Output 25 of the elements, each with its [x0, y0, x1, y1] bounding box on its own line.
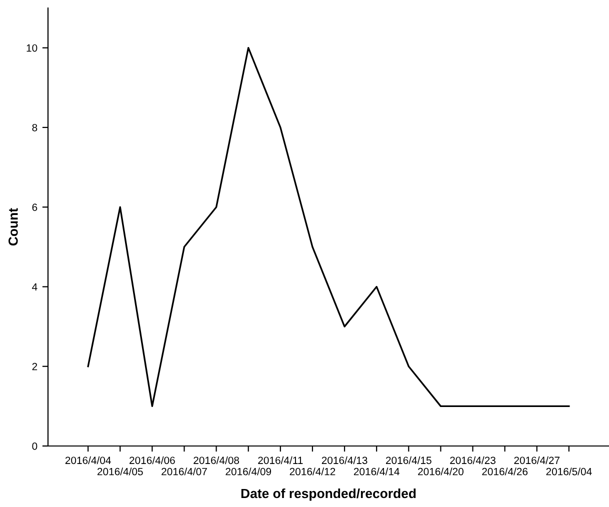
x-tick-label: 2016/4/15 — [386, 456, 432, 464]
y-tick-label: 4 — [32, 283, 38, 290]
x-tick-label: 2016/4/12 — [290, 468, 336, 476]
x-tick-label: 2016/4/26 — [482, 468, 528, 476]
line-series — [87, 46, 570, 408]
y-tick-label: 6 — [32, 204, 38, 211]
x-tick-label: 2016/4/05 — [97, 468, 143, 476]
x-tick-label: 2016/4/04 — [65, 456, 111, 464]
y-axis-title: Count — [8, 208, 18, 246]
x-tick-label: 2016/4/13 — [322, 456, 368, 464]
x-tick-label: 2016/4/23 — [450, 456, 496, 464]
x-tick-label: 2016/4/08 — [194, 456, 240, 464]
y-tick-label: 10 — [26, 44, 38, 52]
x-tick-label: 2016/4/14 — [354, 468, 400, 476]
x-axis-title: Date of responded/recorded — [241, 488, 416, 501]
x-tick-label: 2016/4/11 — [258, 456, 303, 464]
x-tick-label: 2016/4/27 — [514, 456, 560, 464]
x-tick-label: 2016/4/20 — [418, 468, 464, 476]
y-tick-label: 8 — [32, 124, 38, 132]
x-tick-label: 2016/4/09 — [226, 468, 272, 476]
x-tick-label: 2016/4/07 — [162, 468, 207, 476]
y-tick-label: 2 — [32, 362, 38, 370]
y-tick-label: 0 — [32, 442, 38, 450]
x-tick-label: 2016/5/04 — [546, 468, 592, 476]
x-tick-label: 2016/4/06 — [130, 456, 175, 464]
